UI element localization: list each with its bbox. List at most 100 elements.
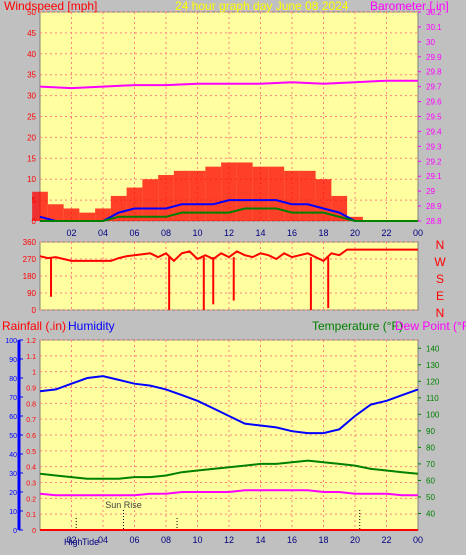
barometer-tick-label: 28.9: [426, 202, 442, 211]
barometer-tick-label: 29.6: [426, 98, 442, 107]
rain-tick-label: 1: [32, 370, 36, 377]
wind-gust-bar: [158, 175, 174, 221]
humidity-tick-label: 100: [5, 338, 17, 345]
wind-gust-bar: [126, 187, 143, 221]
temperature-tick-label: 80: [426, 443, 435, 452]
wind-series: [32, 79, 418, 222]
wind-gust-bar: [173, 170, 190, 221]
wind-x-tick-label: 02: [66, 228, 76, 238]
rain-tick-label: 0.6: [26, 433, 36, 440]
high-tide-label: High: [64, 537, 83, 547]
temp-x-tick-label: 14: [255, 535, 265, 545]
windspeed-axis-title: Windspeed [mph]: [4, 0, 97, 13]
humidity-tick-label: 80: [9, 376, 17, 383]
temperature-line: [39, 459, 419, 480]
wind-x-tick-label: 12: [224, 228, 234, 238]
wind-tick-label: 25: [27, 113, 36, 122]
wind-tick-label: 5: [32, 196, 37, 205]
wind-gust-bar: [347, 216, 363, 221]
wind-tick-label: 15: [27, 154, 36, 163]
wind-tick-label: 10: [27, 175, 36, 184]
humidity-tick-label: 90: [9, 357, 17, 364]
humidity-line: [39, 375, 419, 435]
compass-label: S: [436, 272, 444, 286]
temperature-tick-label: 110: [426, 394, 439, 403]
compass-label: W: [434, 255, 446, 269]
compass-label: N: [436, 238, 445, 252]
barometer-tick-label: 30.1: [426, 23, 442, 32]
temperature-tick-label: 60: [426, 476, 435, 485]
direction-tick-label: 360: [23, 238, 37, 247]
barometer-tick-label: 29: [426, 187, 435, 196]
barometer-tick-label: 28.8: [426, 217, 442, 226]
rain-tick-label: 1.2: [26, 338, 36, 345]
wind-x-tick-label: 14: [255, 228, 265, 238]
temperature-tick-label: 50: [426, 493, 435, 502]
humidity-tick-label: 0: [13, 528, 17, 535]
temperature-y-ticks: 40 50 60 70 80 90 100 110 120 130 140: [418, 344, 440, 518]
temperature-axis-title: Temperature (°F): [312, 319, 403, 333]
wind-x-tick-label: 22: [381, 228, 391, 238]
wind-gust-bar: [47, 204, 64, 221]
wind-gust-bar: [63, 208, 80, 221]
direction-tick-label: 180: [23, 272, 37, 281]
dew-point-line: [39, 489, 418, 497]
wind-tick-label: 0: [32, 217, 37, 226]
temp-series: [39, 375, 419, 531]
temperature-tick-label: 120: [426, 377, 440, 386]
wind-gust-bar: [189, 170, 206, 221]
tide-label: Tide: [82, 537, 99, 547]
direction-tick-label: 0: [32, 306, 37, 315]
barometer-tick-label: 29.3: [426, 142, 442, 151]
rainfall-axis-title: Rainfall (.in): [2, 319, 66, 333]
rain-tick-label: 0.3: [26, 481, 36, 488]
wind-x-tick-label: 08: [161, 228, 171, 238]
wind-x-tick-label: 04: [98, 228, 108, 238]
temp-x-ticks: 02 04 06 08 10 12 14 16 18 20 22 00: [66, 535, 423, 545]
compass-label: E: [436, 289, 444, 303]
temperature-tick-label: 40: [426, 509, 435, 518]
wind-x-tick-label: 18: [318, 228, 328, 238]
wind-x-ticks: 02 04 06 08 10 12 14 16 18 20 22 00: [66, 228, 423, 238]
rain-tick-label: 1.1: [26, 354, 36, 361]
sun-rise-label: Sun Rise: [105, 500, 142, 510]
temp-x-tick-label: 12: [224, 535, 234, 545]
barometer-tick-label: 29.5: [426, 113, 442, 122]
rain-tick-label: 0.2: [26, 496, 36, 503]
wind-gust-bar: [299, 170, 316, 221]
temperature-tick-label: 70: [426, 460, 435, 469]
temperature-tick-label: 90: [426, 427, 435, 436]
wind-tick-label: 35: [27, 71, 36, 80]
humidity-tick-label: 20: [9, 490, 17, 497]
direction-series: [39, 248, 418, 310]
barometer-tick-label: 30: [426, 38, 435, 47]
direction-tick-label: 90: [27, 289, 36, 298]
humidity-tick-label: 10: [9, 509, 17, 516]
compass-label: N: [436, 306, 445, 320]
wind-x-tick-label: 20: [350, 228, 360, 238]
rain-tick-label: 0.5: [26, 449, 36, 456]
humidity-tick-label: 70: [9, 395, 17, 402]
temp-x-tick-label: 16: [287, 535, 297, 545]
barometer-tick-label: 29.2: [426, 157, 442, 166]
barometer-tick-label: 29.8: [426, 68, 442, 77]
rain-tick-label: 0: [32, 528, 36, 535]
rain-tick-label: 0.8: [26, 401, 36, 408]
wind-x-tick-label: 00: [413, 228, 423, 238]
barometer-tick-label: 29.1: [426, 172, 442, 181]
barometer-axis-title: Barometer [.in]: [370, 0, 449, 13]
wind-grid: [40, 11, 418, 222]
direction-y-ticks: 0 90 180 270 360: [23, 238, 37, 315]
temp-x-tick-label: 04: [98, 535, 108, 545]
wind-gust-bars: [32, 162, 363, 221]
wind-x-tick-label: 16: [287, 228, 297, 238]
barometer-y-ticks: 28.8 28.9 29 29.1 29.2 29.3 29.4 29.5 29.6 29.7 29…: [418, 8, 442, 226]
wind-gust-bar: [142, 179, 159, 221]
humidity-axis-title: Humidity: [68, 319, 115, 333]
temp-x-tick-label: 00: [413, 535, 423, 545]
barometer-tick-label: 29.7: [426, 83, 442, 92]
wind-gust-bar: [205, 166, 222, 221]
wind-gust-bar: [236, 162, 253, 221]
